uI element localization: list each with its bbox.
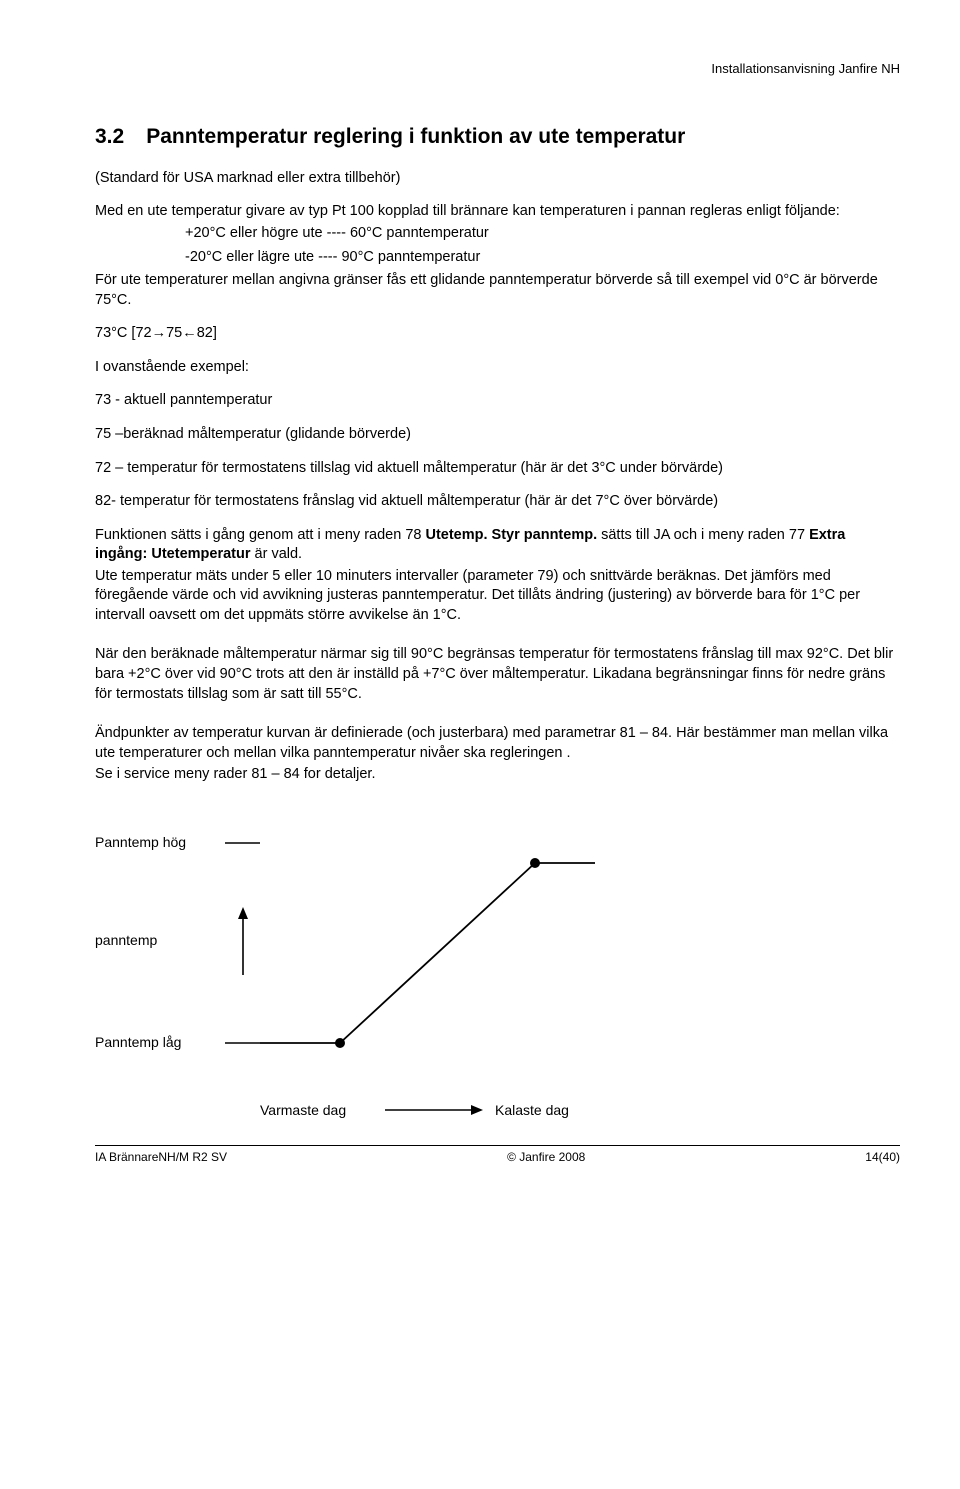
para-limit: När den beräknade måltemperatur närmar s… [95, 645, 900, 704]
curve-point-high [530, 858, 540, 868]
rule-line-1: +20°C eller högre ute ---- 60°C panntemp… [185, 224, 900, 244]
label-mid: panntemp [95, 932, 157, 948]
footer-center: © Janfire 2008 [507, 1149, 585, 1165]
example-item-73: 73 - aktuell panntemperatur [95, 391, 900, 411]
example-display: 73°C [72→75←82] [95, 324, 900, 344]
example-item-75: 75 –beräknad måltemperatur (glidande bör… [95, 425, 900, 445]
label-high: Panntemp hög [95, 834, 186, 850]
footer-left: IA BrännareNH/M R2 SV [95, 1149, 227, 1165]
section-number: 3.2 [95, 123, 124, 151]
x-label-right: Kalaste dag [495, 1102, 569, 1118]
para-endpoints: Ändpunkter av temperatur kurvan är defin… [95, 724, 900, 763]
para-interval: Ute temperatur mäts under 5 eller 10 min… [95, 567, 900, 626]
panntemp-arrow-head [238, 907, 248, 919]
section-title: Panntemperatur reglering i funktion av u… [146, 125, 685, 148]
para-glidande: För ute temperaturer mellan angivna grän… [95, 271, 900, 310]
example-item-72: 72 – temperatur för termostatens tillsla… [95, 459, 900, 479]
section-heading: 3.2 Panntemperatur reglering i funktion a… [95, 123, 900, 151]
x-label-left: Varmaste dag [260, 1102, 346, 1118]
footer-right: 14(40) [865, 1149, 900, 1165]
curve-diagram: Panntemp hög panntemp Panntemp låg Varma… [95, 815, 900, 1135]
curve-svg: Panntemp hög panntemp Panntemp låg Varma… [95, 815, 655, 1135]
example-item-82: 82- temperatur för termostatens frånslag… [95, 492, 900, 512]
doc-header: Installationsanvisning Janfire NH [95, 60, 900, 78]
para-function: Funktionen sätts i gång genom att i meny… [95, 526, 900, 565]
label-low: Panntemp låg [95, 1034, 181, 1050]
rule-line-2: -20°C eller lägre ute ---- 90°C panntemp… [185, 248, 900, 268]
para-intro: Med en ute temperatur givare av typ Pt 1… [95, 202, 900, 222]
page-footer: IA BrännareNH/M R2 SV © Janfire 2008 14(… [95, 1145, 900, 1165]
para-example-intro: I ovanstående exempel: [95, 358, 900, 378]
curve-rise [340, 863, 535, 1043]
x-arrow-head [471, 1105, 483, 1115]
para-subtitle: (Standard för USA marknad eller extra ti… [95, 169, 900, 189]
doc-title: Installationsanvisning Janfire NH [711, 61, 900, 76]
para-seeservice: Se i service meny rader 81 – 84 for deta… [95, 765, 900, 785]
curve-point-low [335, 1038, 345, 1048]
